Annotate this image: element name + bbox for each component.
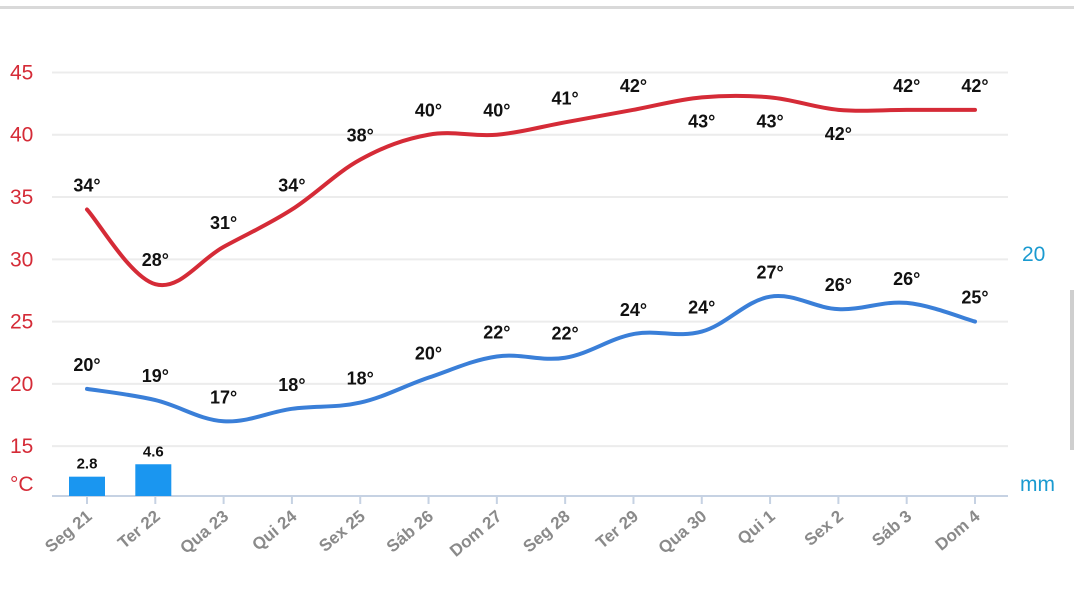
max-temp-label: 42° <box>893 76 920 96</box>
max-temperature-line <box>85 93 977 288</box>
x-tick-label: Qua 30 <box>655 507 711 558</box>
x-tick-label: Sáb 3 <box>868 507 915 551</box>
precipitation-bar <box>69 476 105 496</box>
max-temp-label: 28° <box>142 250 169 270</box>
grid-lines <box>52 71 1008 497</box>
y-tick-label: 15 <box>10 435 33 458</box>
x-tick-label: Ter 29 <box>592 507 642 553</box>
max-temp-label: 40° <box>483 101 510 121</box>
max-temp-label: 43° <box>756 111 783 131</box>
max-temp-label: 43° <box>688 111 715 131</box>
y-tick-label: 20 <box>10 373 33 396</box>
x-tick-label: Ter 22 <box>114 507 164 553</box>
y-axis-right-tick: 20 <box>1022 243 1045 266</box>
x-tick-label: Dom 4 <box>932 506 984 554</box>
precipitation-bars <box>69 464 172 496</box>
min-temp-label: 26° <box>825 275 852 295</box>
max-temp-label: 40° <box>415 101 442 121</box>
min-temp-label: 20° <box>73 355 100 375</box>
x-tick-label: Seg 21 <box>41 507 95 557</box>
min-temp-label: 26° <box>893 269 920 289</box>
bar-value-label: 4.6 <box>143 443 164 460</box>
min-temp-label: 25° <box>961 288 988 308</box>
x-tick-label: Qua 23 <box>177 507 233 558</box>
y-tick-label: 25 <box>10 311 33 334</box>
min-temp-label: 22° <box>483 322 510 342</box>
data-labels: 2.8 4.6 34° 28° 31° 34° 38° 40° 40° 41° 42° 43° 43° 4… <box>73 76 988 473</box>
x-tick-label: Dom 27 <box>446 507 505 561</box>
max-temp-label: 38° <box>347 126 374 146</box>
x-tick-label: Qui 1 <box>734 507 779 549</box>
min-temperature-line <box>85 294 977 424</box>
y-axis-left-unit: °C <box>10 473 34 496</box>
x-tick-label: Sáb 26 <box>383 507 437 557</box>
min-temp-label: 20° <box>415 344 442 364</box>
max-temp-label: 34° <box>278 175 305 195</box>
max-temp-label: 42° <box>825 124 852 144</box>
x-axis: Seg 21 Ter 22 Qua 23 Qui 24 Sex 25 Sáb 26 Dom … <box>41 496 984 561</box>
max-temp-label: 42° <box>961 76 988 96</box>
min-temp-label: 17° <box>210 387 237 407</box>
min-temp-label: 22° <box>552 324 579 344</box>
y-axis-left-ticks: 15 20 25 30 35 40 45 <box>10 61 33 458</box>
x-tick-label: Sex 2 <box>801 507 847 550</box>
y-tick-label: 35 <box>10 186 33 209</box>
max-temp-label: 31° <box>210 213 237 233</box>
y-tick-label: 40 <box>10 124 33 147</box>
x-tick-label: Seg 28 <box>520 507 574 557</box>
min-temp-label: 24° <box>688 298 715 318</box>
bar-value-label: 2.8 <box>77 456 98 473</box>
y-axis-right-unit: mm <box>1020 473 1055 496</box>
min-temp-label: 27° <box>756 263 783 283</box>
top-divider <box>0 6 1074 9</box>
y-tick-label: 30 <box>10 248 33 271</box>
scroll-edge <box>1070 290 1074 450</box>
min-temp-label: 18° <box>347 369 374 389</box>
y-tick-label: 45 <box>10 61 33 84</box>
temperature-lines <box>85 93 977 424</box>
min-temp-label: 18° <box>278 375 305 395</box>
min-temp-label: 19° <box>142 366 169 386</box>
max-temp-label: 41° <box>552 88 579 108</box>
max-temp-label: 34° <box>73 175 100 195</box>
min-temp-label: 24° <box>620 300 647 320</box>
x-tick-label: Sex 25 <box>315 507 368 556</box>
max-temp-label: 42° <box>620 76 647 96</box>
precipitation-bar <box>135 464 172 496</box>
x-tick-label: Qui 24 <box>248 506 300 554</box>
